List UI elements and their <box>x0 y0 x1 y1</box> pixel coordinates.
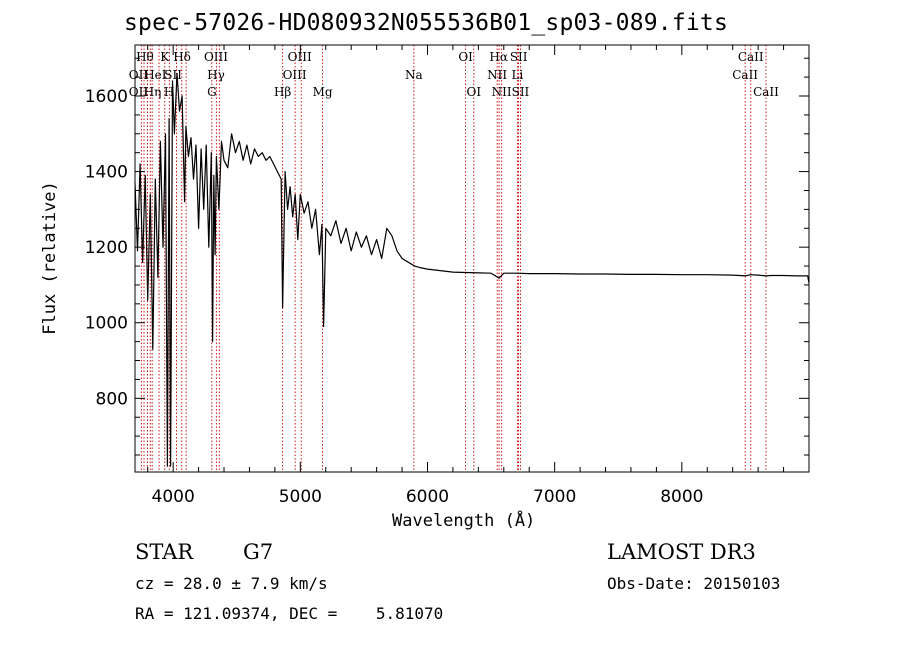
y-axis-label: Flux (relative) <box>40 181 60 335</box>
line-label: CaII <box>732 68 758 82</box>
axis-ticks: 4000 5000 6000 7000 8000 800 1000 1200 1400 1600 <box>85 45 809 507</box>
line-label: NII <box>487 68 507 82</box>
line-label: OI <box>466 85 481 99</box>
line-label: NII <box>492 85 512 99</box>
line-label: OII <box>129 68 149 82</box>
line-label: CaII <box>738 50 764 64</box>
spectrum-line <box>135 72 809 467</box>
x-tick-label: 6000 <box>406 487 449 507</box>
line-label: SII <box>512 85 530 99</box>
y-tick-label: 1600 <box>85 87 128 107</box>
line-label: Hα <box>489 50 508 64</box>
line-label: OI <box>458 50 473 64</box>
y-tick-label: 1200 <box>85 238 128 258</box>
line-label: OIII <box>204 50 228 64</box>
line-label: Na <box>405 68 423 82</box>
line-label: Hγ <box>207 68 225 82</box>
x-tick-label: 8000 <box>660 487 703 507</box>
y-tick-label: 1000 <box>85 314 128 334</box>
redshift-value: cz = 28.0 ± 7.9 km/s <box>135 574 328 593</box>
series-layer <box>135 72 809 467</box>
line-label: SII <box>164 68 182 82</box>
plot-frame <box>134 44 810 473</box>
x-tick-label: 7000 <box>533 487 576 507</box>
survey-name: LAMOST DR3 <box>607 540 756 564</box>
line-label: Hθ <box>136 50 154 64</box>
line-label: OIII <box>283 68 307 82</box>
line-label: Li <box>511 68 523 82</box>
line-label: CaII <box>753 85 779 99</box>
line-label: Hβ <box>274 85 291 99</box>
x-tick-label: 4000 <box>152 487 195 507</box>
x-tick-label: 5000 <box>279 487 322 507</box>
line-label: K <box>160 50 170 64</box>
spectral-subclass: G7 <box>243 540 274 564</box>
observation-date: Obs-Date: 20150103 <box>607 574 781 593</box>
y-tick-label: 1400 <box>85 163 128 183</box>
line-label: SII <box>510 50 528 64</box>
line-label: OIII <box>288 50 312 64</box>
line-label: G <box>207 85 217 99</box>
y-tick-label: 800 <box>96 389 128 409</box>
line-label: HeI <box>144 68 167 82</box>
line-label: Hη <box>144 85 162 99</box>
line-label: H <box>164 85 174 99</box>
line-label: Mg <box>313 85 333 99</box>
x-axis-label: Wavelength (Å) <box>392 511 536 531</box>
coordinates: RA = 121.09374, DEC = 5.81070 <box>135 604 444 623</box>
chart-title: spec-57026-HD080932N055536B01_sp03-089.f… <box>124 10 729 36</box>
line-label: Hδ <box>173 50 191 64</box>
emission-line-markers <box>140 45 767 472</box>
line-label: OII <box>129 85 149 99</box>
object-type: STAR <box>135 540 194 564</box>
